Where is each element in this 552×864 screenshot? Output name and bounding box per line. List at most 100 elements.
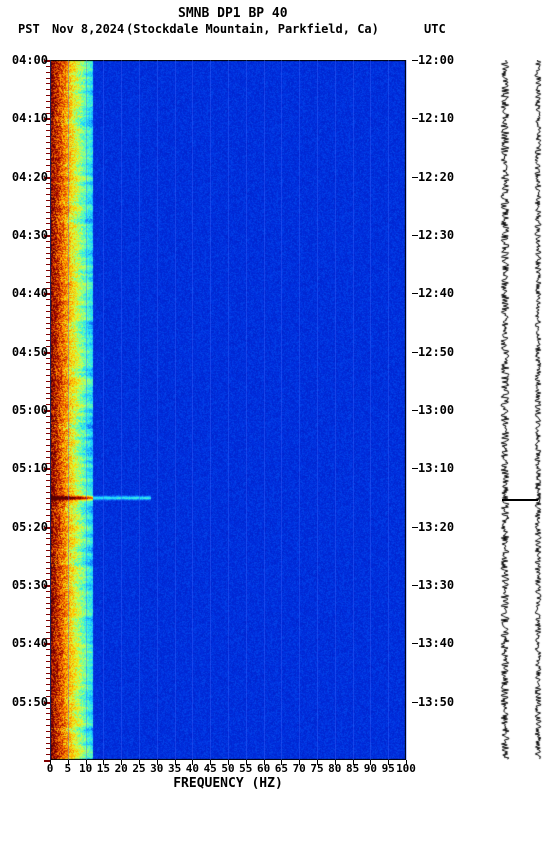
grid-line xyxy=(299,60,300,760)
grid-line xyxy=(210,60,211,760)
left-minor-tick xyxy=(46,422,50,423)
left-minor-tick xyxy=(46,620,50,621)
amplitude-trace xyxy=(495,60,515,760)
left-minor-tick xyxy=(46,544,50,545)
grid-line xyxy=(388,60,389,760)
left-minor-tick xyxy=(46,655,50,656)
left-minor-tick xyxy=(46,334,50,335)
amplitude-trace xyxy=(528,60,548,760)
left-minor-tick xyxy=(46,684,50,685)
x-tick-label: 40 xyxy=(186,762,199,775)
left-minor-tick xyxy=(46,153,50,154)
x-axis-label: FREQUENCY (HZ) xyxy=(173,776,283,791)
left-minor-tick xyxy=(46,165,50,166)
grid-line xyxy=(50,60,51,760)
left-minor-tick xyxy=(46,608,50,609)
x-tick-label: 55 xyxy=(239,762,252,775)
grid-line xyxy=(335,60,336,760)
right-time-label: 13:10 xyxy=(418,461,454,475)
left-minor-tick xyxy=(46,731,50,732)
left-minor-tick xyxy=(46,725,50,726)
left-minor-tick xyxy=(46,632,50,633)
left-minor-tick xyxy=(46,661,50,662)
left-minor-tick xyxy=(46,562,50,563)
left-minor-tick xyxy=(46,614,50,615)
right-time-label: 12:40 xyxy=(418,286,454,300)
left-minor-tick xyxy=(46,358,50,359)
left-minor-tick xyxy=(46,72,50,73)
left-minor-tick xyxy=(46,305,50,306)
right-time-label: 12:50 xyxy=(418,345,454,359)
left-minor-tick xyxy=(46,597,50,598)
left-minor-tick xyxy=(46,101,50,102)
left-time-label: 04:40 xyxy=(12,286,48,300)
left-minor-tick xyxy=(46,340,50,341)
left-minor-tick xyxy=(46,515,50,516)
x-tick-label: 85 xyxy=(346,762,359,775)
x-tick-label: 75 xyxy=(310,762,323,775)
left-time-label: 05:50 xyxy=(12,695,48,709)
left-minor-tick xyxy=(46,708,50,709)
left-minor-tick xyxy=(46,428,50,429)
left-time-label: 04:00 xyxy=(12,53,48,67)
left-minor-tick xyxy=(46,159,50,160)
left-minor-tick xyxy=(46,719,50,720)
left-time-label: 04:10 xyxy=(12,111,48,125)
left-minor-tick xyxy=(46,142,50,143)
left-minor-tick xyxy=(46,492,50,493)
spectrogram-plot: 04:0004:1004:2004:3004:4004:5005:0005:10… xyxy=(50,60,406,760)
right-time-label: 13:40 xyxy=(418,636,454,650)
right-time-label: 12:30 xyxy=(418,228,454,242)
right-time-label: 13:50 xyxy=(418,695,454,709)
grid-line xyxy=(192,60,193,760)
left-minor-tick xyxy=(46,713,50,714)
left-minor-tick xyxy=(46,457,50,458)
left-minor-tick xyxy=(46,299,50,300)
chart-title-location: (Stockdale Mountain, Parkfield, Ca) xyxy=(126,22,379,36)
left-minor-tick xyxy=(46,381,50,382)
left-time-label: 05:20 xyxy=(12,520,48,534)
left-minor-tick xyxy=(46,498,50,499)
left-minor-tick xyxy=(46,387,50,388)
grid-line xyxy=(175,60,176,760)
right-time-label: 12:10 xyxy=(418,111,454,125)
grid-line xyxy=(86,60,87,760)
left-minor-tick xyxy=(46,737,50,738)
left-minor-tick xyxy=(46,451,50,452)
left-minor-tick xyxy=(46,667,50,668)
left-minor-tick xyxy=(46,433,50,434)
left-minor-tick xyxy=(46,375,50,376)
grid-line xyxy=(264,60,265,760)
chart-title-line1: SMNB DP1 BP 40 xyxy=(178,6,288,21)
left-time-label: 05:40 xyxy=(12,636,48,650)
left-minor-tick xyxy=(46,486,50,487)
left-minor-tick xyxy=(46,591,50,592)
grid-line xyxy=(228,60,229,760)
left-minor-tick xyxy=(46,649,50,650)
x-tick-label: 65 xyxy=(275,762,288,775)
event-mark xyxy=(502,499,538,501)
left-time-label: 05:10 xyxy=(12,461,48,475)
x-tick-label: 95 xyxy=(382,762,395,775)
left-minor-tick xyxy=(46,136,50,137)
x-tick-label: 90 xyxy=(364,762,377,775)
left-minor-tick xyxy=(46,247,50,248)
left-minor-tick xyxy=(46,416,50,417)
grid-line xyxy=(281,60,282,760)
left-minor-tick xyxy=(46,568,50,569)
grid-line xyxy=(406,60,407,760)
left-minor-tick xyxy=(46,369,50,370)
x-tick-label: 20 xyxy=(115,762,128,775)
left-minor-tick xyxy=(46,89,50,90)
x-tick-label: 50 xyxy=(221,762,234,775)
right-time-label: 13:30 xyxy=(418,578,454,592)
left-minor-tick xyxy=(46,474,50,475)
x-tick-label: 30 xyxy=(150,762,163,775)
left-minor-tick xyxy=(46,603,50,604)
left-minor-tick xyxy=(46,328,50,329)
grid-line xyxy=(317,60,318,760)
left-minor-tick xyxy=(46,673,50,674)
left-minor-tick xyxy=(46,317,50,318)
x-tick-label: 0 xyxy=(47,762,54,775)
left-minor-tick xyxy=(46,743,50,744)
